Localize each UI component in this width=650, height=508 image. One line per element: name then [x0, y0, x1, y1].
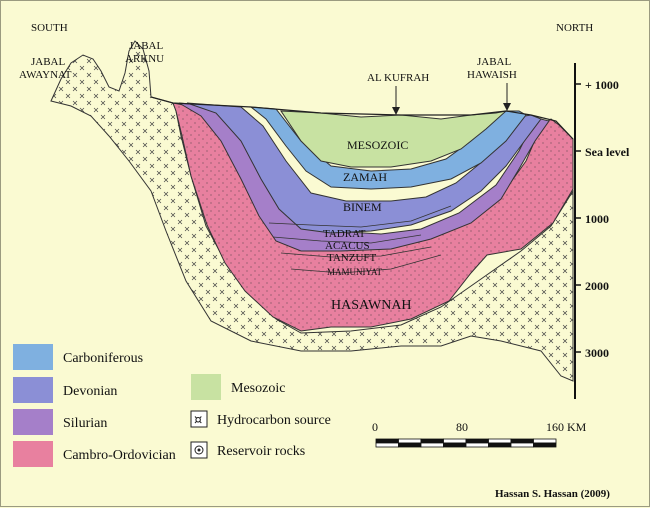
depth-tick-label-0: + 1000 — [585, 78, 619, 92]
acacus-boundary — [272, 234, 422, 244]
legend-label-2: Silurian — [63, 416, 107, 431]
awaynat-line1: JABAL — [31, 56, 66, 68]
formation-binem: BINEM — [343, 200, 382, 214]
legend: Carboniferous Devonian Silurian Cambro-Ordo… — [13, 344, 331, 467]
legend-swatch-3 — [13, 441, 53, 467]
depth-axis-ticks: + 1000 Sea level 1000 2000 3000 — [575, 78, 630, 360]
kufrah-arrowhead — [392, 107, 400, 115]
north-label: NORTH — [556, 22, 593, 34]
scale-label-0: 0 — [372, 420, 378, 434]
formation-acacus: ACACUS — [325, 240, 370, 252]
cambro-ordovician-dots — [173, 103, 573, 331]
depth-tick-label-3: 2000 — [585, 279, 609, 293]
scale-label-2: 160 KM — [546, 420, 587, 434]
arknu-line2: ARKNU — [125, 53, 164, 65]
formation-hasawnah: HASAWNAH — [331, 298, 412, 313]
legend-swatch-0 — [13, 344, 53, 370]
south-label: SOUTH — [31, 22, 68, 34]
formation-tanzuft: TANZUFT — [327, 252, 377, 264]
devonian-layer — [186, 102, 542, 234]
arknu-line1: JABAL — [129, 40, 164, 52]
legend-label-6: Reservoir rocks — [217, 444, 305, 459]
scale-label-1: 80 — [456, 420, 468, 434]
legend-label-4: Mesozoic — [231, 381, 285, 396]
carboniferous-layer — [249, 106, 527, 190]
legend-swatch-4 — [191, 374, 221, 400]
depth-tick-label-1: Sea level — [585, 145, 630, 159]
depth-tick-label-2: 1000 — [585, 212, 609, 226]
legend-label-0: Carboniferous — [63, 351, 143, 366]
mesozoic-layer — [280, 110, 508, 168]
formation-zamah: ZAMAH — [343, 170, 387, 184]
tadrat-boundary — [268, 205, 452, 228]
formation-tadrat: TADRAT — [323, 228, 366, 240]
reservoir-rocks-icon — [194, 445, 204, 455]
legend-label-5: Hydrocarbon source — [217, 413, 331, 428]
scale-bar: 0 80 160 KM — [372, 420, 587, 448]
tanzuft-boundary — [280, 246, 432, 258]
basement-rock — [50, 40, 574, 382]
hawaish-line2: HAWAISH — [467, 69, 517, 81]
awaynat-line2: AWAYNAT — [19, 69, 72, 81]
kufrah-label: AL KUFRAH — [367, 72, 429, 84]
mamuniyat-boundary — [290, 254, 442, 274]
legend-swatch-5 — [190, 410, 208, 428]
hydrocarbon-source-icon: ¤ — [194, 413, 202, 428]
hawaish-arrowhead — [503, 103, 511, 111]
surface-line — [150, 96, 574, 140]
legend-swatch-1 — [13, 377, 53, 403]
hawaish-line1: JABAL — [477, 56, 512, 68]
formation-mesozoic: MESOZOIC — [347, 138, 408, 152]
legend-label-1: Devonian — [63, 384, 117, 399]
legend-swatch-2 — [13, 409, 53, 435]
formation-mamuniyat: MAMUNIYAT — [327, 267, 383, 277]
legend-label-3: Cambro-Ordovician — [63, 448, 176, 463]
credit: Hassan S. Hassan (2009) — [495, 488, 610, 500]
depth-tick-label-4: 3000 — [585, 346, 609, 360]
